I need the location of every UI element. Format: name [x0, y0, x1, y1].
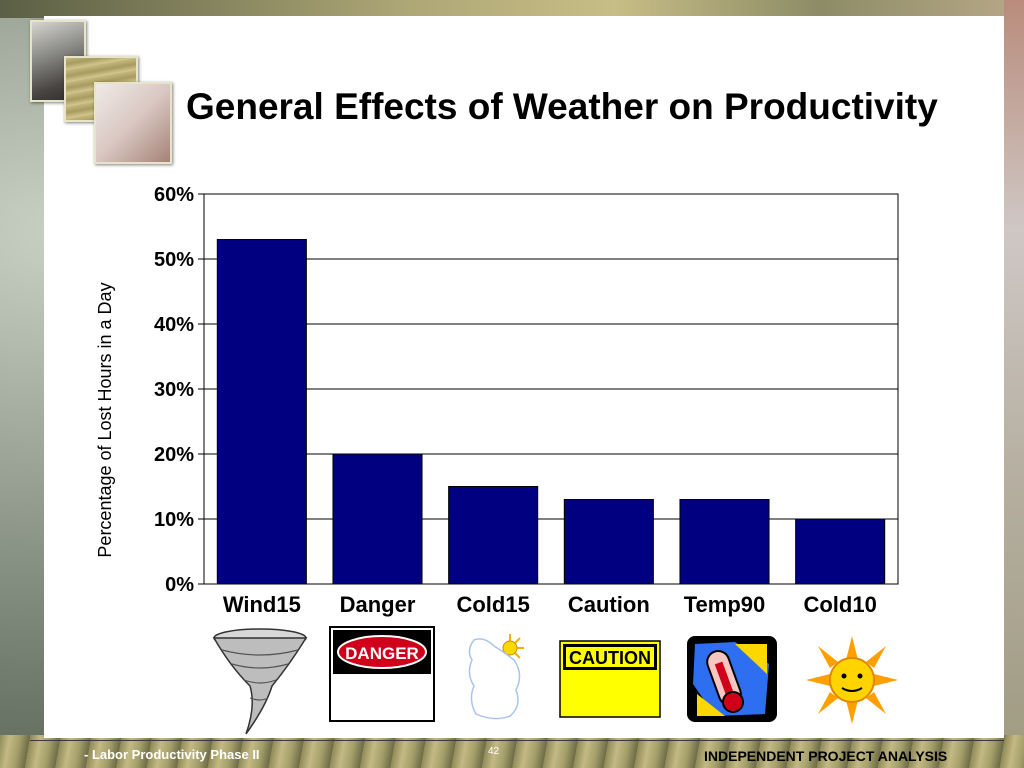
x-tick-label: Cold15	[456, 592, 529, 617]
x-tick-label: Temp90	[684, 592, 766, 617]
footer-left-text: - Labor Productivity Phase II	[84, 747, 260, 762]
bar-caution	[563, 499, 654, 585]
y-tick-label: 50%	[154, 249, 194, 271]
y-tick-label: 10%	[154, 509, 194, 531]
slide-title: General Effects of Weather on Productivi…	[186, 86, 938, 127]
x-tick-label: Cold10	[803, 592, 876, 617]
x-tick-label: Wind15	[223, 592, 301, 617]
y-tick-label: 30%	[154, 379, 194, 401]
danger-sign-text: DANGER	[345, 644, 419, 663]
bar-wind15	[216, 239, 307, 585]
y-tick-label: 60%	[154, 184, 194, 206]
y-tick-label: 20%	[154, 444, 194, 466]
bar-temp90	[679, 499, 770, 585]
sun-face-icon	[806, 636, 898, 724]
page-number: 42	[488, 746, 500, 757]
background-right-strip	[1004, 0, 1024, 768]
y-axis-title: Percentage of Lost Hours in a Day	[95, 282, 115, 557]
bar-danger	[332, 453, 423, 585]
footer-right-text: INDEPENDENT PROJECT ANALYSIS	[704, 748, 948, 764]
x-axis-ticks: Wind15 Danger Cold15 Caution Temp90 Cold10	[223, 592, 877, 617]
y-tick-label: 0%	[165, 574, 194, 596]
thermometer-heat-icon	[687, 636, 777, 722]
x-tick-label: Danger	[340, 592, 416, 617]
cold-sun-cloud-icon	[468, 634, 524, 720]
chart-bars	[216, 239, 886, 585]
x-tick-label: Caution	[568, 592, 650, 617]
footer-divider	[30, 740, 1004, 741]
logo-photo-collage	[30, 20, 180, 170]
caution-sign-icon: CAUTION	[559, 640, 661, 718]
bar-cold15	[448, 486, 539, 585]
danger-sign-icon: DANGER	[329, 626, 435, 722]
chart-grid	[203, 193, 899, 585]
background-top-strip	[0, 0, 1024, 18]
y-axis-ticks: 0% 10% 20% 30% 40% 50% 60%	[154, 184, 204, 596]
crane-photo-tile	[94, 82, 172, 164]
y-tick-label: 40%	[154, 314, 194, 336]
caution-sign-text: CAUTION	[569, 648, 651, 668]
bar-cold10	[795, 518, 886, 585]
tornado-icon	[212, 628, 308, 735]
